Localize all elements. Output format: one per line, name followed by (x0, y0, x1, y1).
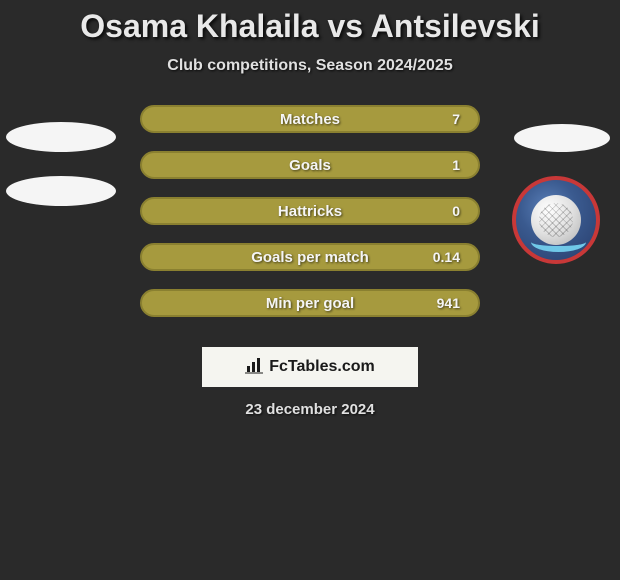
stat-value: 0.14 (433, 249, 460, 265)
brand-box: FcTables.com (202, 347, 418, 387)
stat-label: Matches (280, 111, 340, 128)
stat-bar-matches: Matches 7 (140, 105, 480, 133)
stat-value: 1 (452, 157, 460, 173)
stat-row: Hattricks 0 (0, 197, 620, 225)
date-text: 23 december 2024 (0, 401, 620, 418)
stat-row: Goals 1 (0, 151, 620, 179)
brand-logo: FcTables.com (245, 356, 375, 379)
stat-value: 0 (452, 203, 460, 219)
stats-wrapper: Matches 7 Goals 1 Hattricks 0 Goals per … (0, 105, 620, 317)
stat-bar-goals: Goals 1 (140, 151, 480, 179)
stat-label: Min per goal (266, 295, 354, 312)
season-subtitle: Club competitions, Season 2024/2025 (0, 57, 620, 75)
infographic-container: Osama Khalaila vs Antsilevski Club compe… (0, 0, 620, 418)
stat-label: Goals (289, 157, 331, 174)
bar-chart-icon (245, 356, 265, 379)
stat-row: Goals per match 0.14 (0, 243, 620, 271)
stat-row: Min per goal 941 (0, 289, 620, 317)
stat-row: Matches 7 (0, 105, 620, 133)
stat-label: Hattricks (278, 203, 342, 220)
brand-text: FcTables.com (269, 358, 375, 376)
stat-bar-goals-per-match: Goals per match 0.14 (140, 243, 480, 271)
stat-label: Goals per match (251, 249, 369, 266)
stat-bar-min-per-goal: Min per goal 941 (140, 289, 480, 317)
comparison-title: Osama Khalaila vs Antsilevski (0, 8, 620, 45)
stat-bar-hattricks: Hattricks 0 (140, 197, 480, 225)
stat-value: 941 (437, 295, 460, 311)
stat-value: 7 (452, 111, 460, 127)
